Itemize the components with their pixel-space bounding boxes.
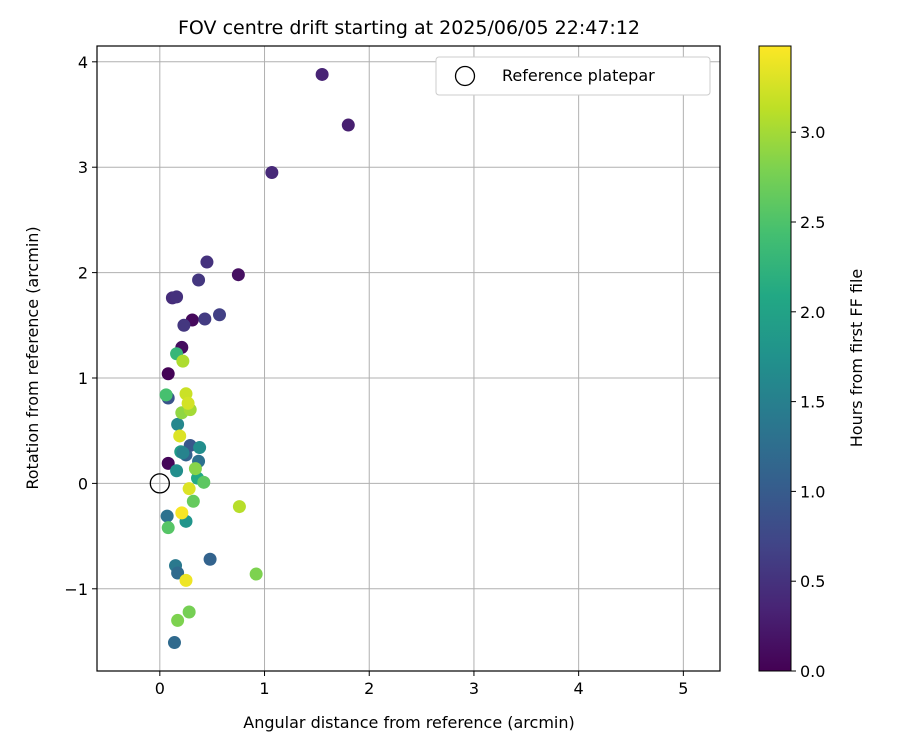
data-point bbox=[232, 500, 246, 514]
data-point bbox=[173, 429, 187, 443]
colorbar-tick-label: 3.0 bbox=[800, 123, 825, 142]
colorbar-tick-label: 1.5 bbox=[800, 393, 825, 412]
x-axis-ticks: 0 1 2 3 4 5 bbox=[155, 671, 688, 698]
colorbar-label: Hours from first FF file bbox=[847, 269, 866, 448]
colorbar-tick-label: 0.5 bbox=[800, 572, 825, 591]
colorbar-tick-label: 2.5 bbox=[800, 213, 825, 232]
data-point bbox=[176, 446, 190, 460]
data-point bbox=[171, 566, 185, 580]
data-point bbox=[176, 354, 190, 368]
x-tick-label: 1 bbox=[259, 679, 269, 698]
plot-frame bbox=[96, 45, 721, 672]
data-point bbox=[171, 613, 185, 627]
colorbar-ticks: 0.0 0.5 1.0 1.5 2.0 2.5 3.0 bbox=[791, 123, 825, 681]
data-point bbox=[197, 475, 211, 489]
grid bbox=[97, 46, 720, 671]
legend-label: Reference platepar bbox=[502, 66, 655, 85]
data-point bbox=[177, 318, 191, 332]
data-point bbox=[161, 367, 175, 381]
data-point bbox=[265, 165, 279, 179]
x-tick-label: 4 bbox=[574, 679, 584, 698]
data-point bbox=[167, 636, 181, 650]
data-point bbox=[200, 255, 214, 269]
y-axis-label: Rotation from reference (arcmin) bbox=[23, 226, 42, 489]
data-point bbox=[249, 567, 263, 581]
legend-marker bbox=[454, 65, 476, 87]
x-tick-label: 5 bbox=[678, 679, 688, 698]
data-point bbox=[175, 506, 189, 520]
colorbar-tick-label: 1.0 bbox=[800, 482, 825, 501]
data-point bbox=[341, 118, 355, 132]
colorbar-tick-label: 0.0 bbox=[800, 662, 825, 681]
data-point bbox=[170, 464, 184, 478]
data-point bbox=[160, 509, 174, 523]
data-point bbox=[171, 417, 185, 431]
data-point bbox=[231, 268, 245, 282]
x-tick-label: 2 bbox=[364, 679, 374, 698]
data-point bbox=[186, 494, 200, 508]
legend: Reference platepar bbox=[435, 56, 711, 96]
data-point bbox=[182, 482, 196, 496]
y-tick-label: 2 bbox=[78, 264, 88, 283]
x-axis-label: Angular distance from reference (arcmin) bbox=[243, 713, 574, 732]
y-tick-label: 4 bbox=[78, 53, 88, 72]
chart-title: FOV centre drift starting at 2025/06/05 … bbox=[178, 17, 640, 39]
colorbar: 0.0 0.5 1.0 1.5 2.0 2.5 3.0 Hours from first F… bbox=[758, 45, 866, 681]
data-point bbox=[213, 308, 227, 322]
y-tick-label: −1 bbox=[64, 580, 88, 599]
reference-platepar-marker bbox=[149, 473, 170, 494]
data-point bbox=[192, 273, 206, 287]
y-tick-label: 1 bbox=[78, 369, 88, 388]
data-point bbox=[315, 67, 329, 81]
y-tick-label: 0 bbox=[78, 474, 88, 493]
data-point bbox=[193, 441, 207, 455]
data-point bbox=[170, 290, 184, 304]
y-axis-ticks: −1 0 1 2 3 4 bbox=[64, 53, 97, 599]
data-point bbox=[188, 462, 202, 476]
data-point bbox=[161, 456, 175, 470]
data-point bbox=[198, 312, 212, 326]
y-tick-label: 3 bbox=[78, 158, 88, 177]
data-point bbox=[159, 388, 173, 402]
data-point bbox=[161, 521, 175, 535]
x-tick-label: 3 bbox=[469, 679, 479, 698]
data-point bbox=[181, 396, 195, 410]
data-point bbox=[182, 605, 196, 619]
colorbar-gradient bbox=[758, 45, 792, 672]
legend-box bbox=[435, 56, 711, 96]
data-points bbox=[149, 67, 355, 650]
x-tick-label: 0 bbox=[155, 679, 165, 698]
data-point bbox=[203, 552, 217, 566]
colorbar-tick-label: 2.0 bbox=[800, 303, 825, 322]
data-point bbox=[179, 573, 193, 587]
